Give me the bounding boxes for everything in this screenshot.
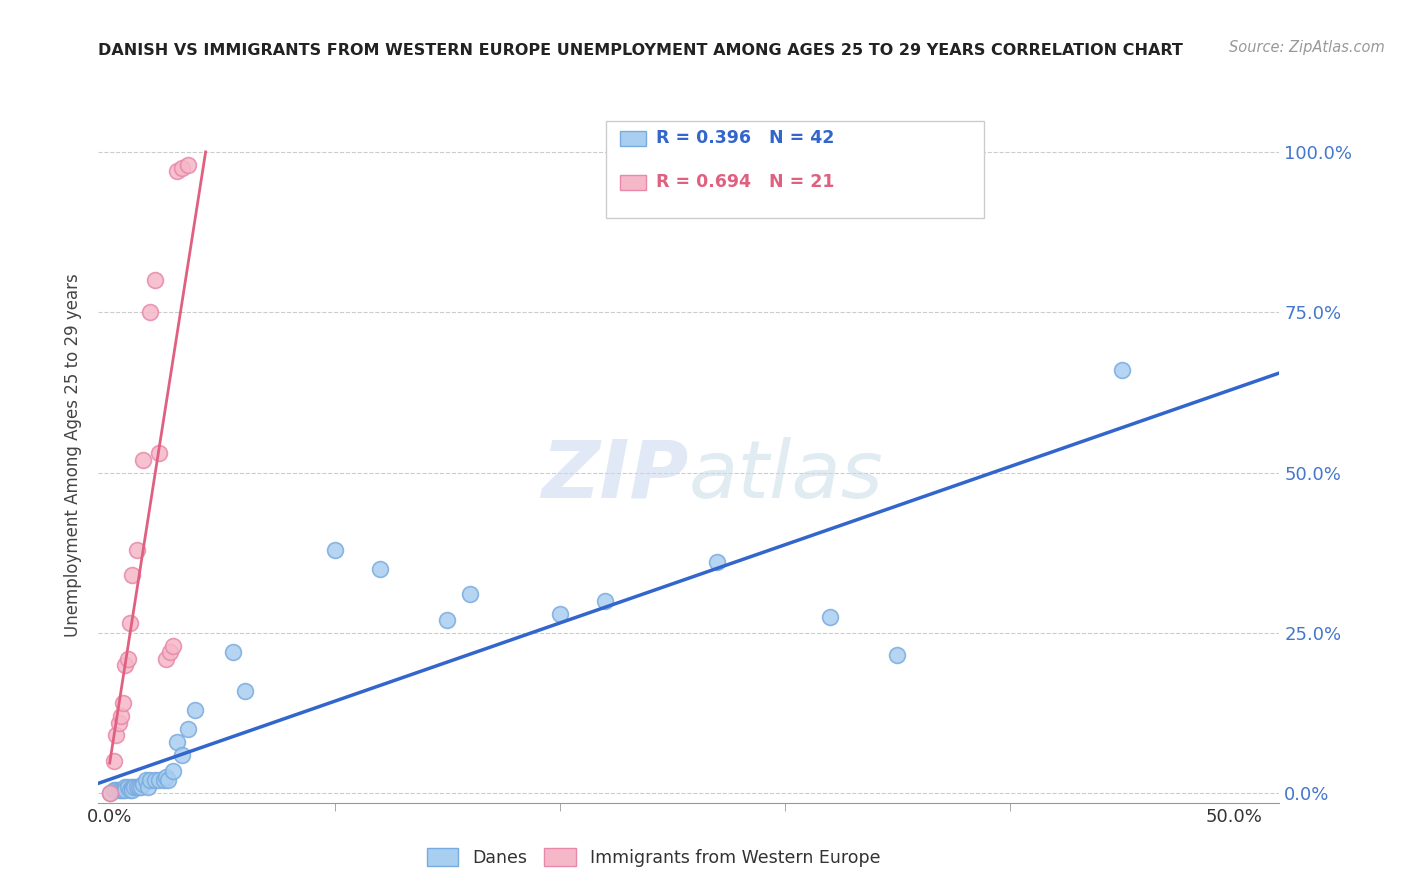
Bar: [620, 131, 647, 146]
Point: [886, 648, 908, 663]
Point: [818, 610, 841, 624]
Point: [170, 161, 193, 175]
Point: [157, 773, 180, 788]
Point: [121, 780, 143, 794]
Bar: [620, 175, 647, 190]
Point: [184, 703, 207, 717]
Point: [114, 657, 136, 672]
Point: [121, 783, 143, 797]
Point: [233, 683, 256, 698]
Point: [110, 783, 132, 797]
Text: ZIP: ZIP: [541, 437, 689, 515]
Point: [162, 639, 184, 653]
Text: atlas: atlas: [689, 437, 884, 515]
Point: [159, 645, 181, 659]
Point: [125, 780, 148, 794]
Point: [132, 776, 155, 790]
Point: [132, 452, 155, 467]
Point: [136, 780, 159, 794]
Point: [117, 780, 139, 794]
Point: [155, 770, 177, 784]
Text: DANISH VS IMMIGRANTS FROM WESTERN EUROPE UNEMPLOYMENT AMONG AGES 25 TO 29 YEARS : DANISH VS IMMIGRANTS FROM WESTERN EUROPE…: [98, 43, 1184, 58]
Point: [118, 783, 141, 797]
Point: [458, 587, 481, 601]
Legend: Danes, Immigrants from Western Europe: Danes, Immigrants from Western Europe: [420, 841, 887, 874]
Point: [368, 562, 391, 576]
Point: [148, 446, 170, 460]
Point: [1111, 363, 1133, 377]
FancyBboxPatch shape: [606, 121, 984, 219]
Point: [166, 164, 188, 178]
Text: R = 0.694   N = 21: R = 0.694 N = 21: [655, 173, 834, 191]
Point: [107, 783, 129, 797]
Point: [118, 616, 141, 631]
Point: [103, 754, 125, 768]
Point: [139, 773, 162, 788]
Point: [117, 651, 139, 665]
Point: [107, 715, 129, 730]
Point: [222, 645, 245, 659]
Point: [112, 783, 135, 797]
Point: [128, 780, 150, 794]
Point: [129, 780, 152, 794]
Point: [162, 764, 184, 778]
Point: [548, 607, 571, 621]
Point: [105, 729, 128, 743]
Point: [112, 697, 135, 711]
Text: R = 0.396   N = 42: R = 0.396 N = 42: [655, 129, 834, 147]
Point: [706, 555, 728, 569]
Point: [121, 568, 143, 582]
Point: [143, 773, 166, 788]
Point: [152, 773, 174, 788]
Point: [110, 709, 132, 723]
Point: [155, 651, 177, 665]
Point: [114, 783, 136, 797]
Point: [177, 722, 200, 736]
Point: [125, 542, 148, 557]
Point: [177, 158, 200, 172]
Point: [139, 305, 162, 319]
Point: [124, 780, 146, 794]
Point: [98, 786, 121, 800]
Point: [593, 594, 616, 608]
Point: [143, 273, 166, 287]
Point: [323, 542, 346, 557]
Point: [170, 747, 193, 762]
Text: Source: ZipAtlas.com: Source: ZipAtlas.com: [1229, 40, 1385, 55]
Point: [135, 773, 157, 788]
Y-axis label: Unemployment Among Ages 25 to 29 years: Unemployment Among Ages 25 to 29 years: [65, 273, 83, 637]
Point: [98, 786, 121, 800]
Point: [103, 783, 125, 797]
Point: [114, 780, 136, 794]
Point: [166, 735, 188, 749]
Point: [105, 783, 128, 797]
Point: [436, 613, 458, 627]
Point: [148, 773, 170, 788]
